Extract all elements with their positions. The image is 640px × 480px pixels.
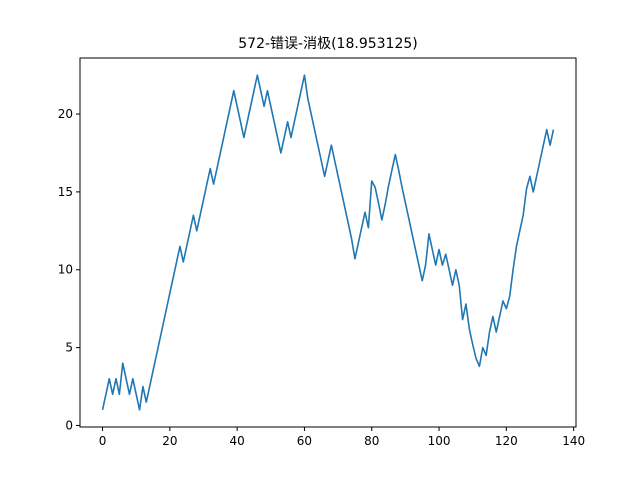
x-tick-label: 120	[495, 434, 518, 448]
x-tick-label: 140	[562, 434, 585, 448]
x-tick-label: 60	[297, 434, 312, 448]
y-tick-label: 0	[65, 418, 73, 432]
y-tick-label: 20	[58, 107, 73, 121]
x-tick-label: 100	[428, 434, 451, 448]
y-tick-label: 15	[58, 185, 73, 199]
y-tick-label: 10	[58, 263, 73, 277]
x-tick-label: 20	[162, 434, 177, 448]
series-line	[101, 74, 555, 411]
y-axis-ticks: 0 5 10 15 20	[58, 107, 80, 432]
x-tick-label: 40	[230, 434, 245, 448]
plot-area-frame	[79, 57, 577, 428]
y-tick-label: 5	[65, 341, 73, 355]
x-axis-ticks: 0 20 40 60 80 100 120 140	[99, 427, 585, 448]
x-tick-label: 80	[364, 434, 379, 448]
x-tick-label: 0	[99, 434, 107, 448]
chart-title: 572-错误-消极(18.953125)	[238, 36, 417, 52]
